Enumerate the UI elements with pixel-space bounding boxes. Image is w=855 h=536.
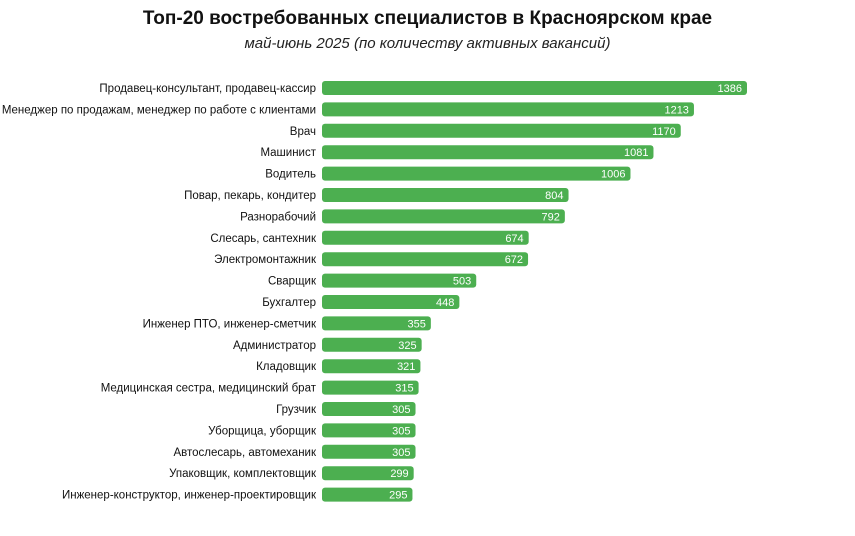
- bar: [322, 337, 422, 352]
- category-label: Уборщица, уборщик: [208, 425, 317, 437]
- bar: [322, 102, 694, 117]
- category-label: Продавец-консультант, продавец-кассир: [99, 83, 316, 95]
- bar: [322, 402, 416, 416]
- value-label: 355: [407, 318, 425, 330]
- bar: [322, 487, 413, 502]
- value-label: 305: [392, 425, 410, 437]
- category-label: Повар, пекарь, кондитер: [184, 190, 316, 202]
- value-label: 305: [392, 447, 410, 459]
- category-label: Слесарь, сантехник: [210, 233, 317, 245]
- category-label: Упаковщик, комплектовщик: [169, 468, 317, 480]
- value-label: 448: [436, 297, 454, 309]
- value-labels: 1386 1213 1170 1081 1006 804 792 674 672 503 448 35…: [389, 83, 742, 502]
- category-label: Машинист: [260, 147, 316, 159]
- bar: [322, 359, 421, 374]
- category-label: Автослесарь, автомеханик: [174, 447, 317, 459]
- bars: [322, 81, 747, 502]
- bar: [322, 273, 477, 288]
- value-label: 672: [505, 254, 523, 266]
- value-label: 299: [390, 468, 408, 480]
- category-label: Сварщик: [268, 276, 317, 288]
- bar: [322, 444, 416, 459]
- category-label: Бухгалтер: [262, 297, 316, 309]
- category-label: Врач: [290, 126, 316, 138]
- category-label: Грузчик: [276, 404, 317, 416]
- value-label: 674: [505, 233, 523, 245]
- bar: [322, 380, 419, 395]
- category-label: Водитель: [265, 169, 316, 181]
- value-label: 804: [545, 190, 563, 202]
- bar: [322, 316, 431, 331]
- bar: [322, 145, 654, 160]
- value-label: 1170: [652, 126, 676, 138]
- category-label: Разнорабочий: [240, 211, 316, 223]
- bar: [322, 188, 569, 202]
- bar: [322, 252, 529, 267]
- value-label: 315: [395, 383, 413, 395]
- value-label: 792: [541, 211, 559, 223]
- value-label: 1386: [718, 83, 742, 95]
- bar: [322, 209, 565, 224]
- category-label: Менеджер по продажам, менеджер по работе…: [2, 104, 316, 116]
- category-label: Инженер-конструктор, инженер-проектировщ…: [62, 490, 317, 502]
- bar: [322, 166, 631, 181]
- value-label: 321: [397, 361, 415, 373]
- bar: [322, 466, 414, 481]
- bar: [322, 423, 416, 438]
- value-label: 325: [398, 340, 416, 352]
- chart-title: Топ-20 востребованных специалистов в Кра…: [142, 8, 713, 29]
- value-label: 305: [392, 404, 410, 416]
- category-label: Электромонтажник: [214, 254, 317, 266]
- bar: [322, 123, 681, 138]
- bar: [322, 81, 747, 95]
- value-label: 503: [453, 276, 471, 288]
- bar: [322, 295, 460, 309]
- bar: [322, 230, 529, 245]
- category-label: Кладовщик: [256, 361, 317, 373]
- value-label: 1213: [664, 104, 688, 116]
- value-label: 295: [389, 490, 407, 502]
- category-label: Медицинская сестра, медицинский брат: [101, 383, 317, 395]
- category-labels: Продавец-консультант, продавец-кассир Мен…: [2, 83, 317, 502]
- value-label: 1081: [624, 147, 648, 159]
- category-label: Инженер ПТО, инженер-сметчик: [143, 318, 317, 330]
- chart-subtitle: май-июнь 2025 (по количеству активных ва…: [244, 35, 611, 52]
- category-label: Администратор: [233, 340, 316, 352]
- value-label: 1006: [601, 169, 625, 181]
